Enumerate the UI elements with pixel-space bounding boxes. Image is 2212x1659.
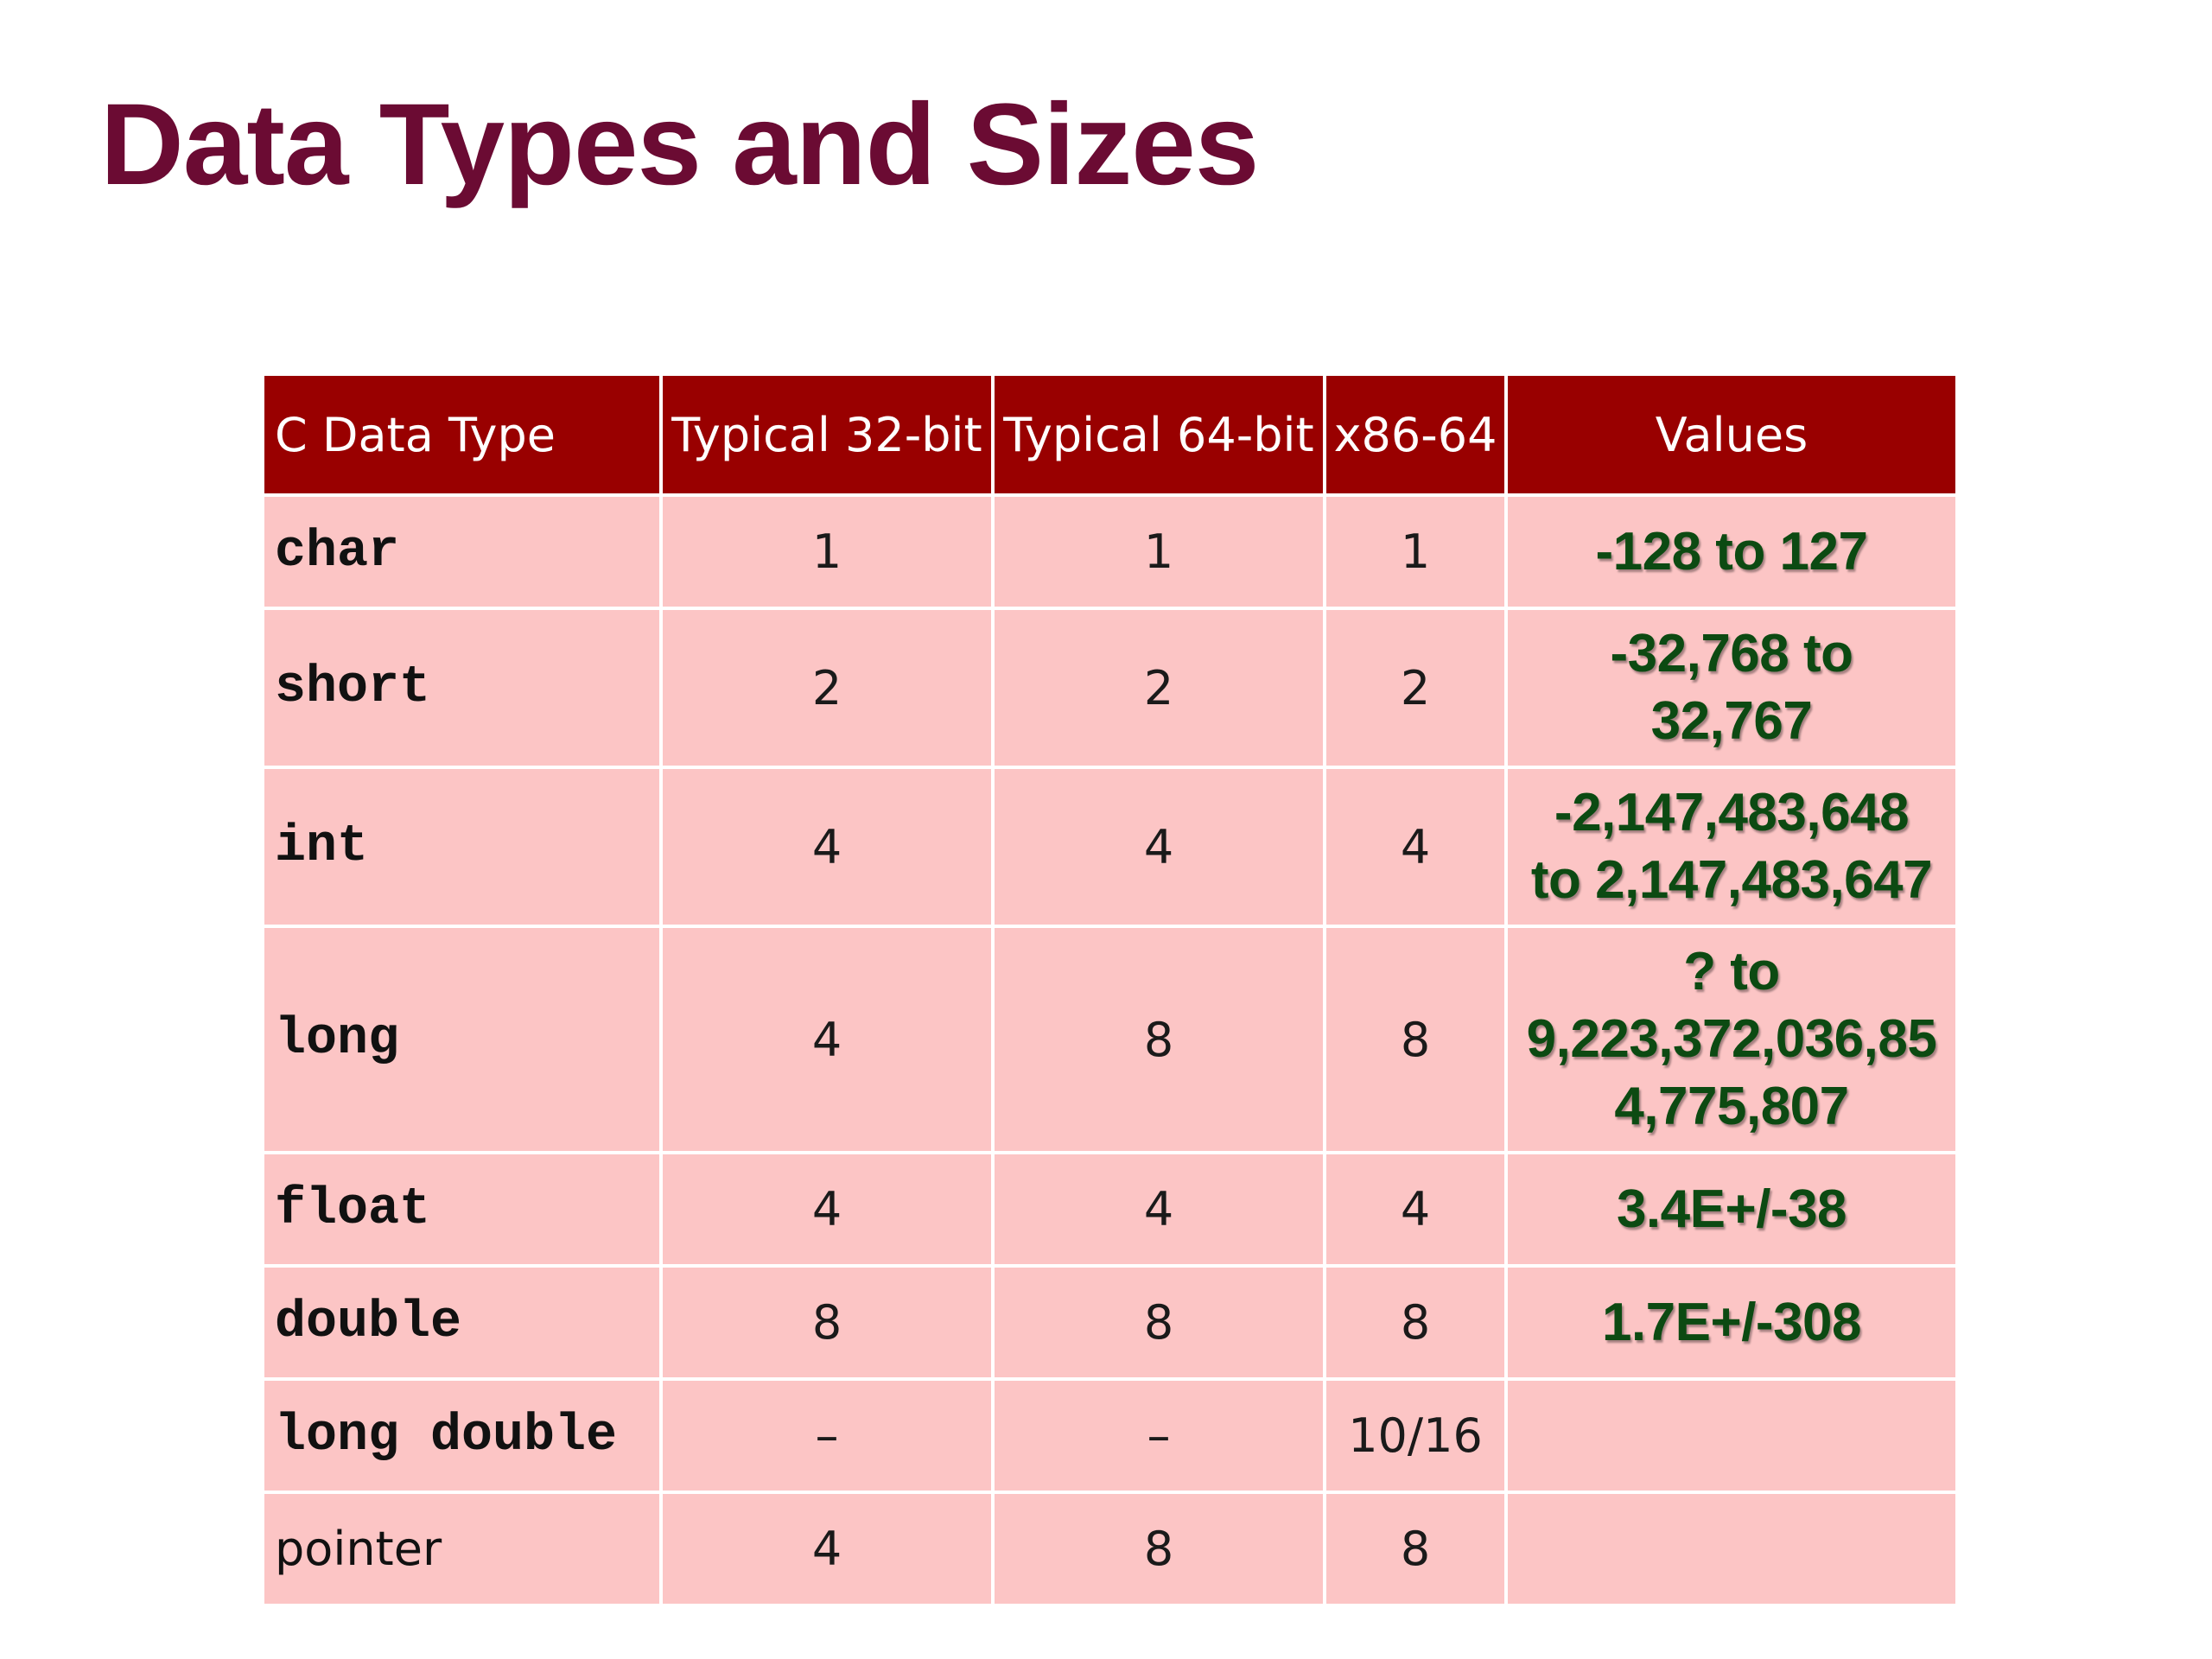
- size-64-bit-cell: 4: [991, 766, 1326, 928]
- type-name-cell: int: [261, 766, 663, 928]
- header-x86-64: x86-64: [1323, 372, 1508, 497]
- size-x86-64-cell: 4: [1323, 766, 1508, 928]
- size-32-bit-cell: –: [659, 1377, 995, 1494]
- table-row-pointer: pointer 4 8 8: [261, 1491, 1959, 1607]
- size-32-bit-cell: 4: [659, 1491, 995, 1607]
- table-row-int: int 4 4 4 -2,147,483,648 to 2,147,483,64…: [261, 766, 1959, 928]
- type-name-cell: pointer: [261, 1491, 663, 1607]
- values-range-cell: 1.7E+/-308: [1504, 1264, 1959, 1381]
- size-x86-64-cell: 8: [1323, 925, 1508, 1154]
- size-32-bit-cell: 2: [659, 607, 995, 769]
- size-x86-64-cell: 10/16: [1323, 1377, 1508, 1494]
- size-64-bit-cell: –: [991, 1377, 1326, 1494]
- values-range-cell: [1504, 1491, 1959, 1607]
- type-name-cell: char: [261, 493, 663, 610]
- table-header-row: C Data Type Typical 32-bit Typical 64-bi…: [261, 372, 1959, 497]
- table-row-long-double: long double – – 10/16: [261, 1377, 1959, 1494]
- values-range-cell: -128 to 127: [1504, 493, 1959, 610]
- size-x86-64-cell: 8: [1323, 1264, 1508, 1381]
- slide-title: Data Types and Sizes: [100, 80, 1259, 209]
- size-x86-64-cell: 8: [1323, 1491, 1508, 1607]
- header-values: Values: [1504, 372, 1959, 497]
- table-row-short: short 2 2 2 -32,768 to 32,767: [261, 607, 1959, 769]
- size-64-bit-cell: 2: [991, 607, 1326, 769]
- values-range-cell: -2,147,483,648 to 2,147,483,647: [1504, 766, 1959, 928]
- table-row-long: long 4 8 8 ? to 9,223,372,036,85 4,775,8…: [261, 925, 1959, 1154]
- values-range-cell: 3.4E+/-38: [1504, 1151, 1959, 1268]
- table-row-float: float 4 4 4 3.4E+/-38: [261, 1151, 1959, 1268]
- size-x86-64-cell: 2: [1323, 607, 1508, 769]
- values-range-cell: [1504, 1377, 1959, 1494]
- data-types-table: C Data Type Typical 32-bit Typical 64-bi…: [261, 372, 1959, 1607]
- size-64-bit-cell: 8: [991, 1264, 1326, 1381]
- header-typical-64-bit: Typical 64-bit: [991, 372, 1326, 497]
- size-32-bit-cell: 4: [659, 1151, 995, 1268]
- size-x86-64-cell: 4: [1323, 1151, 1508, 1268]
- header-c-data-type: C Data Type: [261, 372, 663, 497]
- table-row-char: char 1 1 1 -128 to 127: [261, 493, 1959, 610]
- size-64-bit-cell: 4: [991, 1151, 1326, 1268]
- table-row-double: double 8 8 8 1.7E+/-308: [261, 1264, 1959, 1381]
- size-64-bit-cell: 8: [991, 925, 1326, 1154]
- header-typical-32-bit: Typical 32-bit: [659, 372, 995, 497]
- type-name-cell: float: [261, 1151, 663, 1268]
- values-range-cell: ? to 9,223,372,036,85 4,775,807: [1504, 925, 1959, 1154]
- size-64-bit-cell: 1: [991, 493, 1326, 610]
- values-range-cell: -32,768 to 32,767: [1504, 607, 1959, 769]
- size-x86-64-cell: 1: [1323, 493, 1508, 610]
- size-32-bit-cell: 4: [659, 925, 995, 1154]
- size-64-bit-cell: 8: [991, 1491, 1326, 1607]
- size-32-bit-cell: 8: [659, 1264, 995, 1381]
- size-32-bit-cell: 1: [659, 493, 995, 610]
- type-name-cell: double: [261, 1264, 663, 1381]
- type-name-cell: short: [261, 607, 663, 769]
- type-name-cell: long double: [261, 1377, 663, 1494]
- type-name-cell: long: [261, 925, 663, 1154]
- size-32-bit-cell: 4: [659, 766, 995, 928]
